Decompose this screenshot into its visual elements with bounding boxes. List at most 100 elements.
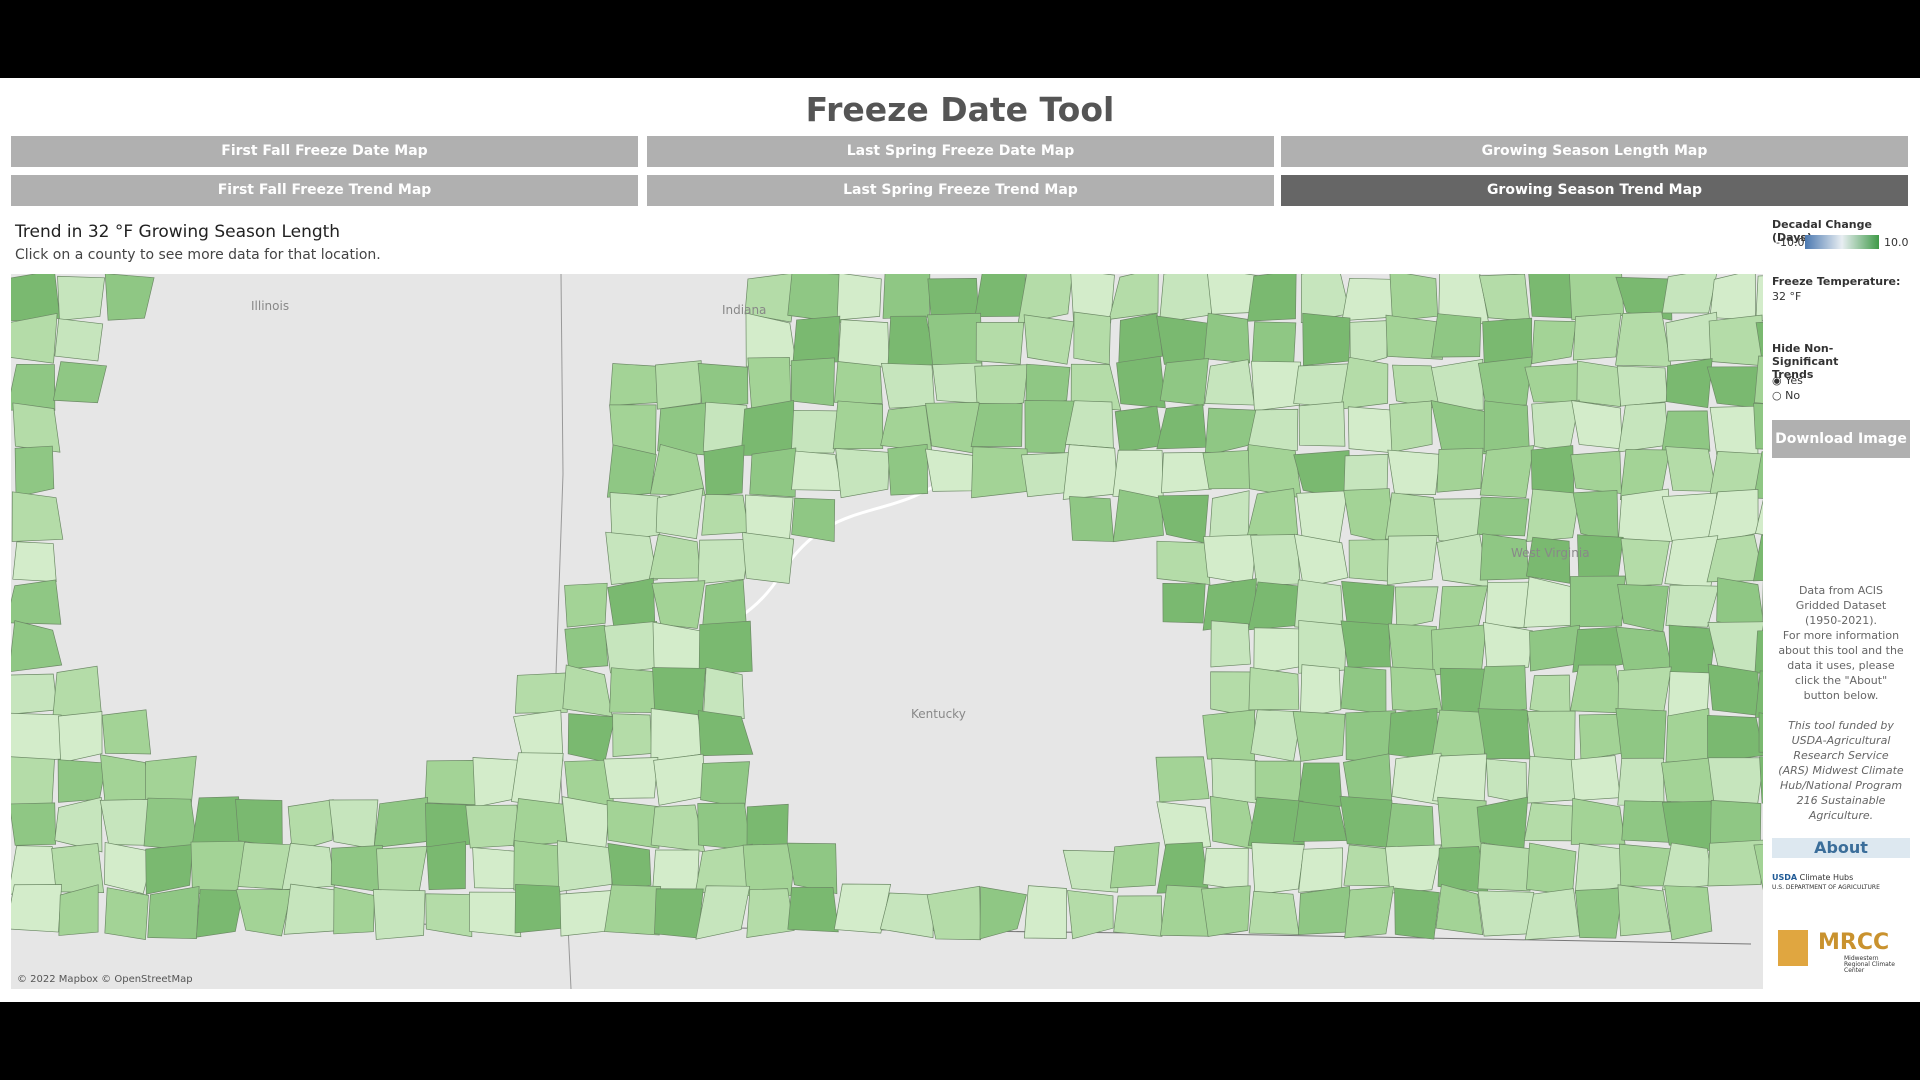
county[interactable] xyxy=(52,361,107,404)
county[interactable] xyxy=(652,621,704,675)
county[interactable] xyxy=(1616,365,1668,407)
county[interactable] xyxy=(1021,452,1072,498)
county[interactable] xyxy=(837,319,890,369)
county[interactable] xyxy=(975,322,1025,365)
county[interactable] xyxy=(1526,842,1577,896)
county[interactable] xyxy=(1251,321,1297,366)
county[interactable] xyxy=(1298,847,1344,893)
county[interactable] xyxy=(1753,402,1763,451)
county[interactable] xyxy=(1202,847,1249,892)
county[interactable] xyxy=(746,888,795,938)
county[interactable] xyxy=(1755,274,1763,323)
county[interactable] xyxy=(606,444,657,498)
county[interactable] xyxy=(11,274,61,322)
county[interactable] xyxy=(605,531,658,585)
county[interactable] xyxy=(1707,757,1763,805)
county[interactable] xyxy=(1110,842,1160,889)
county[interactable] xyxy=(57,759,107,803)
county[interactable] xyxy=(1161,452,1212,494)
county[interactable] xyxy=(465,804,520,849)
county[interactable] xyxy=(1665,708,1711,763)
county[interactable] xyxy=(12,541,57,583)
county[interactable] xyxy=(606,799,661,849)
county[interactable] xyxy=(1023,885,1067,939)
county[interactable] xyxy=(513,709,564,762)
county[interactable] xyxy=(1523,802,1579,842)
county[interactable] xyxy=(1302,312,1351,366)
county[interactable] xyxy=(283,883,339,935)
county[interactable] xyxy=(11,313,58,364)
county[interactable] xyxy=(1292,710,1346,762)
county[interactable] xyxy=(697,802,752,851)
county[interactable] xyxy=(57,275,106,321)
county[interactable] xyxy=(833,883,892,934)
county[interactable] xyxy=(1661,274,1717,314)
county[interactable] xyxy=(697,362,749,408)
county[interactable] xyxy=(1299,664,1342,719)
county[interactable] xyxy=(1431,358,1484,411)
county[interactable] xyxy=(1389,274,1439,322)
county[interactable] xyxy=(1482,621,1534,671)
county[interactable] xyxy=(1384,844,1442,894)
county[interactable] xyxy=(742,843,797,896)
county[interactable] xyxy=(1709,405,1759,456)
county[interactable] xyxy=(1660,410,1711,456)
county[interactable] xyxy=(468,891,522,938)
county[interactable] xyxy=(648,533,701,580)
county[interactable] xyxy=(1297,762,1343,807)
county[interactable] xyxy=(1485,758,1527,805)
nav-button[interactable]: Last Spring Freeze Date Map xyxy=(647,136,1274,167)
county[interactable] xyxy=(1576,360,1621,408)
county[interactable] xyxy=(1477,890,1535,937)
county[interactable] xyxy=(1340,620,1391,668)
nav-button[interactable]: Growing Season Length Map xyxy=(1281,136,1908,167)
county[interactable] xyxy=(1210,620,1251,668)
county[interactable] xyxy=(1570,797,1626,845)
county[interactable] xyxy=(1759,753,1763,808)
county[interactable] xyxy=(697,710,754,757)
county[interactable] xyxy=(1755,496,1763,542)
county[interactable] xyxy=(1065,400,1114,449)
county[interactable] xyxy=(512,798,568,847)
county[interactable] xyxy=(792,315,841,364)
download-button[interactable]: Download Image xyxy=(1772,420,1910,458)
county[interactable] xyxy=(790,357,835,407)
county[interactable] xyxy=(1569,274,1625,321)
county[interactable] xyxy=(514,672,569,714)
county[interactable] xyxy=(787,274,845,323)
county[interactable] xyxy=(104,887,149,941)
county[interactable] xyxy=(1293,533,1349,588)
county[interactable] xyxy=(1394,586,1439,629)
county[interactable] xyxy=(11,712,63,763)
county[interactable] xyxy=(1615,707,1667,761)
county[interactable] xyxy=(1349,320,1388,368)
county[interactable] xyxy=(1572,313,1622,361)
county[interactable] xyxy=(101,709,152,755)
county[interactable] xyxy=(924,448,974,492)
county[interactable] xyxy=(604,884,662,936)
county[interactable] xyxy=(703,666,745,719)
county[interactable] xyxy=(1615,626,1673,674)
county[interactable] xyxy=(786,842,838,895)
nav-button[interactable]: Growing Season Trend Map xyxy=(1281,175,1908,206)
county[interactable] xyxy=(1661,757,1715,804)
county[interactable] xyxy=(1483,400,1530,453)
county[interactable] xyxy=(11,673,58,715)
county[interactable] xyxy=(1251,842,1305,896)
county[interactable] xyxy=(1571,400,1623,450)
county[interactable] xyxy=(651,580,706,629)
county[interactable] xyxy=(1062,444,1119,500)
county[interactable] xyxy=(703,444,745,497)
county[interactable] xyxy=(1390,666,1443,714)
county[interactable] xyxy=(612,713,653,758)
county[interactable] xyxy=(1707,663,1760,716)
county[interactable] xyxy=(1526,488,1581,542)
county[interactable] xyxy=(1755,670,1763,718)
county[interactable] xyxy=(1531,320,1577,365)
county[interactable] xyxy=(979,886,1027,940)
county[interactable] xyxy=(1707,714,1763,763)
county[interactable] xyxy=(882,274,931,319)
county[interactable] xyxy=(1162,582,1206,624)
county[interactable] xyxy=(650,708,704,763)
county[interactable] xyxy=(561,796,610,849)
